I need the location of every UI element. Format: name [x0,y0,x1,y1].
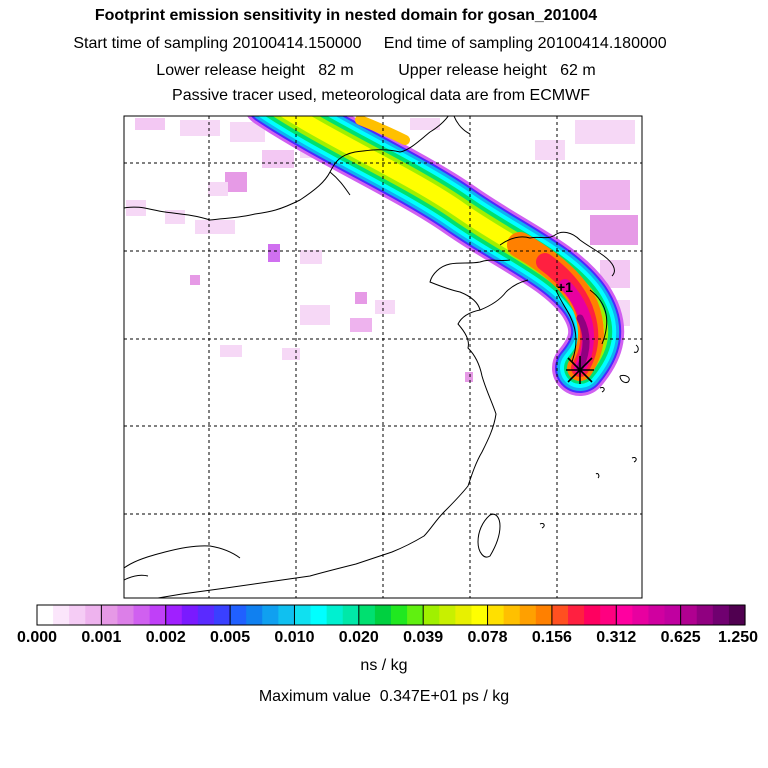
sampling-start-value: 20100414.150000 [232,35,362,52]
colorbar-frame [36,604,746,626]
colorbar-tick-label: 0.078 [467,629,508,646]
colorbar-cell [101,605,119,625]
release-heights-line: Lower release height 82 m Upper release … [0,61,760,81]
colorbar-unit: ns / kg [360,657,408,674]
colorbar-tick-label: 0.312 [596,629,637,646]
colorbar-tick-label: 0.005 [210,629,251,646]
upper-release-value: 62 m [560,62,596,79]
colorbar-cell [632,605,650,625]
max-label: Maximum value [258,688,371,705]
colorbar-cell [197,605,215,625]
colorbar-cell [37,605,54,625]
colorbar-cell [519,605,537,625]
colorbar-cell [85,605,102,625]
plot-title: Footprint emission sensitivity in nested… [94,7,598,24]
colorbar-tick-label: 0.020 [338,629,379,646]
colorbar-cell [358,605,376,625]
colorbar-cell [551,605,569,625]
colorbar-tick-label: 0.001 [81,629,122,646]
colorbar-cell [568,605,585,625]
tracer-note: Passive tracer used, meteorological data… [172,87,590,104]
colorbar-tick-label: 0.039 [403,629,444,646]
colorbar-cell [149,605,167,625]
colorbar-cell [262,605,279,625]
colorbar-tick-label: 0.000 [16,629,58,646]
colorbar-cell [487,605,505,625]
colorbar-cell [230,605,247,625]
gridlines [124,116,642,598]
station-label: +1 [557,279,573,295]
colorbar-cell [696,605,714,625]
colorbar-cell [53,605,70,625]
colorbar-cell [439,605,456,625]
max-value: 0.347E+01 ps / kg [379,688,510,705]
colorbar-cell [712,605,730,625]
star-marker [566,356,594,384]
colorbar-cell [455,605,473,625]
upper-release-label: Upper release height [398,62,547,79]
lower-release-label: Lower release height [156,62,305,79]
maximum-value-line: Maximum value 0.347E+01 ps / kg [0,688,768,706]
coastlines [124,116,639,598]
colorbar-cell [278,605,296,625]
colorbar-cell [326,605,344,625]
colorbar-cell [728,605,746,625]
sampling-end-value: 20100414.180000 [537,35,667,52]
sampling-times-line: Start time of sampling 20100414.150000 E… [0,34,754,54]
map-content [124,116,642,598]
sampling-end-label: End time of sampling [383,35,534,52]
colorbar-cells [37,605,746,625]
colorbar-tick-label: 0.010 [274,629,315,646]
colorbar-cell [165,605,183,625]
colorbar-cell [246,605,263,625]
colorbar-tick-label: 0.002 [145,629,186,646]
lower-release-value: 82 m [318,62,354,79]
colorbar-cell [648,605,666,625]
colorbar-cell [664,605,682,625]
colorbar-cell [680,605,698,625]
colorbar-cell [471,605,489,625]
colorbar-cell [69,605,86,625]
colorbar-cell [117,605,135,625]
colorbar-cell [374,605,392,625]
colorbar-cell [181,605,199,625]
colorbar-cell [310,605,328,625]
colorbar-cell [294,605,312,625]
colorbar-tick-label: 0.625 [660,629,701,646]
sampling-start-label: Start time of sampling [73,35,229,52]
colorbar-cell [133,605,151,625]
colorbar-cell [214,605,231,625]
colorbar-cell [535,605,553,625]
colorbar-cell [407,605,424,625]
plume [247,116,625,396]
map-frame [123,115,643,599]
colorbar-tick-label: 1.250 [717,629,759,646]
colorbar-cell [503,605,521,625]
colorbar-cell [600,605,617,625]
colorbar-tick-label: 0.156 [531,629,572,646]
colorbar-cell [423,605,440,625]
colorbar-cell [342,605,360,625]
colorbar-cell [584,605,601,625]
colorbar-cell [616,605,633,625]
colorbar-cell [391,605,408,625]
